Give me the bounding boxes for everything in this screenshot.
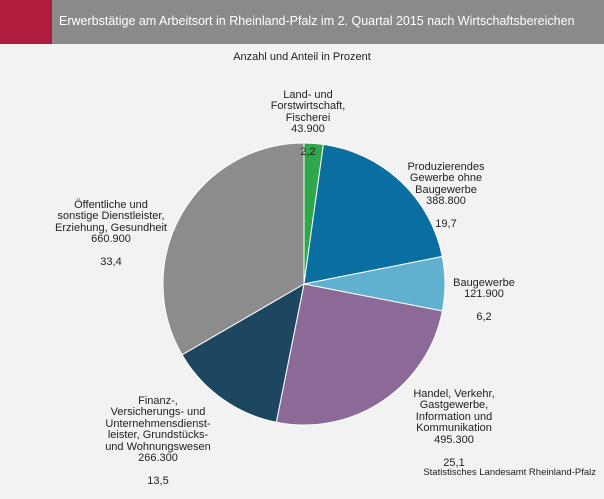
label-oeffentliche-name: Öffentliche und sonstige Dienstleister, … bbox=[55, 198, 167, 234]
label-oeffentliche-count: 660.900 bbox=[91, 233, 131, 245]
label-land-forst-name: Land- und Forstwirtschaft, Fischerei bbox=[270, 88, 346, 124]
label-finanz-name: Finanz-, Versicherungs- und Unternehmens… bbox=[105, 394, 211, 453]
label-baugewerbe-count: 121.900 bbox=[464, 288, 504, 300]
pie-slice-handel bbox=[275, 283, 443, 426]
label-baugewerbe-share: 6,2 bbox=[476, 311, 492, 323]
label-finanz: Finanz-, Versicherungs- und Unternehmens… bbox=[100, 384, 216, 499]
pie-slice-produzierendes bbox=[303, 143, 443, 285]
label-land-forst: Land- und Forstwirtschaft, Fischerei 43.… bbox=[262, 78, 354, 170]
label-handel-share: 25,1 bbox=[443, 456, 465, 469]
label-baugewerbe: Baugewerbe 121.900 6,2 bbox=[446, 266, 522, 335]
label-baugewerbe-name: Baugewerbe bbox=[453, 276, 515, 289]
pie-chart bbox=[162, 142, 446, 426]
header-bar: Erwerbstätige am Arbeitsort in Rheinland… bbox=[0, 0, 604, 44]
label-produzierendes-share: 19,7 bbox=[435, 218, 457, 230]
label-produzierendes-name: Produzierendes Gewerbe ohne Baugewerbe bbox=[407, 160, 485, 196]
header-accent-block bbox=[0, 0, 52, 44]
label-handel: Handel, Verkehr, Gastgewerbe, Informatio… bbox=[402, 377, 506, 481]
label-produzierendes: Produzierendes Gewerbe ohne Baugewerbe 3… bbox=[396, 150, 496, 242]
chart-title: Erwerbstätige am Arbeitsort in Rheinland… bbox=[59, 14, 575, 28]
label-oeffentliche: Öffentliche und sonstige Dienstleister, … bbox=[48, 188, 174, 280]
label-handel-name: Handel, Verkehr, Gastgewerbe, Informatio… bbox=[413, 387, 495, 434]
chart-subtitle: Anzahl und Anteil in Prozent bbox=[233, 51, 371, 63]
pie-slice-oeffentliche bbox=[162, 142, 305, 356]
label-finanz-share: 13,5 bbox=[147, 475, 169, 487]
label-oeffentliche-share: 33,4 bbox=[100, 256, 122, 268]
label-handel-count: 495.300 bbox=[434, 433, 474, 446]
label-land-forst-share: 2,2 bbox=[300, 146, 316, 158]
label-finanz-count: 266.300 bbox=[138, 452, 178, 464]
source-note: Statistisches Landesamt Rheinland-Pfalz bbox=[423, 467, 596, 478]
label-produzierendes-count: 388.800 bbox=[426, 195, 466, 207]
label-land-forst-count: 43.900 bbox=[291, 123, 325, 135]
pie-slice-finanz bbox=[181, 283, 305, 423]
